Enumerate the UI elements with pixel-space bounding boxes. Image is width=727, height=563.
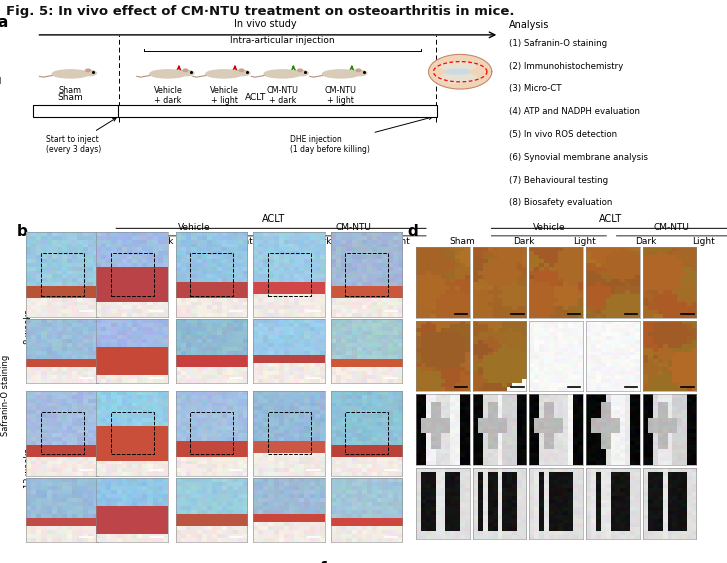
Bar — [111, 412, 153, 454]
Text: f: f — [320, 561, 326, 563]
Ellipse shape — [52, 70, 89, 78]
Text: d: d — [407, 224, 418, 239]
Text: Sham: Sham — [59, 86, 82, 95]
Bar — [345, 412, 388, 454]
Text: (1) Safranin-O staining: (1) Safranin-O staining — [509, 39, 607, 48]
Text: Dark: Dark — [310, 238, 332, 247]
Text: CM-NTU: CM-NTU — [335, 224, 371, 233]
Text: Vehicle
+ dark: Vehicle + dark — [153, 86, 182, 105]
Text: Sham: Sham — [57, 93, 84, 102]
Text: Analysis: Analysis — [509, 20, 550, 30]
Text: Vehicle: Vehicle — [177, 224, 210, 233]
Ellipse shape — [236, 70, 250, 75]
Text: (2) Immunohistochemistry: (2) Immunohistochemistry — [509, 61, 623, 70]
Ellipse shape — [239, 69, 244, 72]
Bar — [268, 412, 310, 454]
Ellipse shape — [83, 70, 97, 75]
Ellipse shape — [297, 69, 302, 72]
Text: Start to inject
(every 3 days): Start to inject (every 3 days) — [47, 118, 116, 154]
Text: CM-NTU
+ dark: CM-NTU + dark — [266, 86, 298, 105]
Text: Dark: Dark — [513, 238, 534, 247]
Bar — [190, 412, 233, 454]
Text: e: e — [185, 561, 196, 563]
Ellipse shape — [353, 70, 367, 75]
Text: Sham: Sham — [68, 238, 94, 247]
Text: a: a — [0, 15, 8, 30]
Text: 10 days: 10 days — [59, 106, 95, 115]
Ellipse shape — [264, 70, 301, 78]
Text: ACLT: ACLT — [245, 93, 266, 102]
FancyBboxPatch shape — [119, 105, 437, 117]
Bar — [190, 253, 233, 296]
Text: 12 weeks: 12 weeks — [24, 448, 33, 488]
Text: Light: Light — [692, 238, 715, 247]
Text: b: b — [17, 224, 28, 239]
Ellipse shape — [323, 70, 359, 78]
Text: Sham: Sham — [449, 238, 475, 247]
Text: Intra-articular injection: Intra-articular injection — [230, 35, 334, 44]
Ellipse shape — [356, 69, 361, 72]
Text: (5) In vivo ROS detection: (5) In vivo ROS detection — [509, 130, 617, 139]
Text: DHE injection
(1 day before killing): DHE injection (1 day before killing) — [289, 117, 432, 154]
Text: (3) Micro-CT: (3) Micro-CT — [509, 84, 561, 93]
Text: Safranin-O staining: Safranin-O staining — [1, 355, 10, 436]
Ellipse shape — [180, 70, 194, 75]
Text: c: c — [76, 561, 86, 563]
Text: Light: Light — [230, 238, 253, 247]
Ellipse shape — [440, 61, 476, 71]
Bar — [111, 253, 153, 296]
Text: (4) ATP and NADPH evaluation: (4) ATP and NADPH evaluation — [509, 107, 640, 116]
Text: (6) Synovial membrane analysis: (6) Synovial membrane analysis — [509, 153, 648, 162]
Text: Fig. 5: In vivo effect of CM·NTU treatment on osteoarthritis in mice.: Fig. 5: In vivo effect of CM·NTU treatme… — [6, 5, 514, 17]
Text: 8 weeks: 8 weeks — [24, 309, 33, 343]
Ellipse shape — [183, 69, 188, 72]
Text: CM-NTU: CM-NTU — [654, 224, 690, 233]
Text: Create
animal model: Create animal model — [0, 66, 1, 86]
Bar — [268, 253, 310, 296]
Ellipse shape — [206, 70, 242, 78]
Polygon shape — [428, 55, 492, 89]
Ellipse shape — [446, 69, 470, 74]
Text: ACLT: ACLT — [599, 214, 622, 224]
Ellipse shape — [86, 69, 90, 72]
Text: Dark: Dark — [152, 238, 173, 247]
Ellipse shape — [150, 70, 186, 78]
Text: CM-NTU
+ light: CM-NTU + light — [325, 86, 357, 105]
Text: Dark: Dark — [635, 238, 656, 247]
Text: (7) Behavioural testing: (7) Behavioural testing — [509, 176, 608, 185]
Ellipse shape — [294, 70, 308, 75]
Text: In vivo study: In vivo study — [234, 20, 297, 29]
Text: Vehicle
+ light: Vehicle + light — [209, 86, 238, 105]
Text: 口新智元网: 口新智元网 — [651, 530, 675, 539]
Ellipse shape — [438, 73, 477, 84]
FancyBboxPatch shape — [33, 105, 120, 117]
Text: Vehicle: Vehicle — [534, 224, 566, 233]
Text: (8) Biosafety evaluation: (8) Biosafety evaluation — [509, 198, 612, 207]
Bar — [41, 412, 84, 454]
Bar — [345, 253, 388, 296]
Text: 8, 12 weeks: 8, 12 weeks — [251, 106, 305, 115]
Text: ACLT: ACLT — [262, 214, 286, 224]
Text: Light: Light — [573, 238, 596, 247]
Text: Light: Light — [387, 238, 410, 247]
Bar — [41, 253, 84, 296]
